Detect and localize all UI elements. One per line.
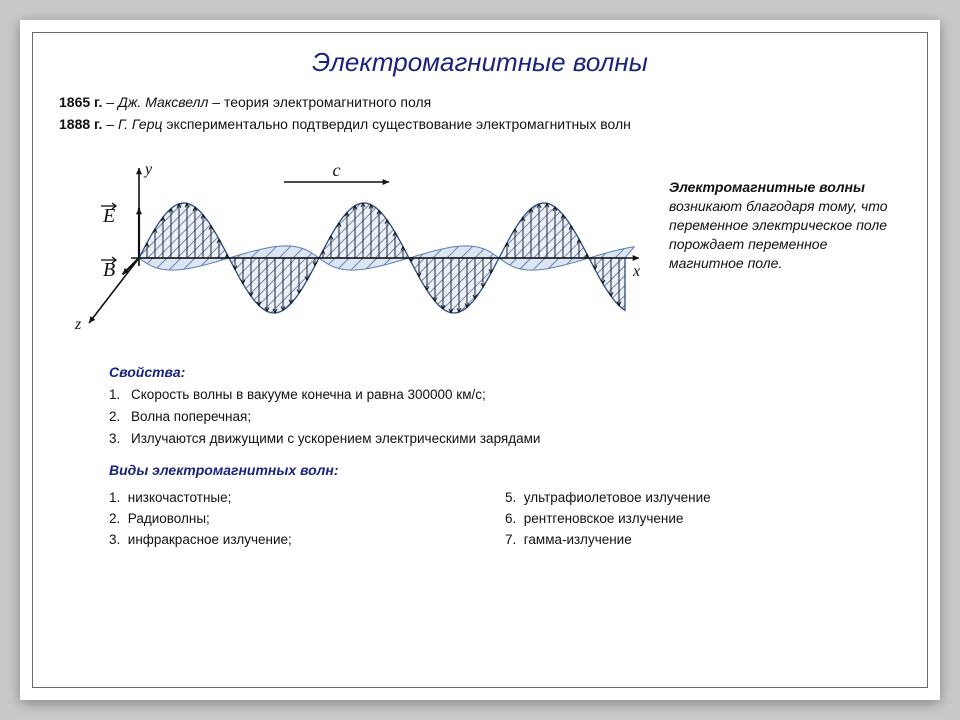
history-line-2: 1888 г. – Г. Герц экспериментально подтв… xyxy=(59,116,901,132)
num: 3. xyxy=(109,532,120,547)
text: инфракрасное излучение; xyxy=(128,532,292,547)
text: ультрафиолетовое излучение xyxy=(524,490,711,505)
em-wave-diagram: yxzEBc xyxy=(59,148,659,348)
history-line-1: 1865 г. – Дж. Максвелл – теория электром… xyxy=(59,94,901,110)
num: 2. xyxy=(109,409,131,424)
types-col-right: 5. ультрафиолетовое излучение 6. рентген… xyxy=(505,484,901,553)
slide: Электромагнитные волны 1865 г. – Дж. Мак… xyxy=(32,32,928,688)
svg-text:y: y xyxy=(143,161,153,178)
types-list: 1. низкочастотные; 2. Радиоволны; 3. инф… xyxy=(109,484,901,553)
list-item: 3.Излучаются движущими с ускорением элек… xyxy=(109,431,901,446)
list-item: 1.Скорость волны в вакууме конечна и рав… xyxy=(109,387,901,402)
wave-svg: yxzEBc xyxy=(59,148,659,348)
slide-frame: Электромагнитные волны 1865 г. – Дж. Мак… xyxy=(20,20,940,700)
num: 3. xyxy=(109,431,131,446)
sep: – xyxy=(102,116,118,132)
list-item: 1. низкочастотные; xyxy=(109,490,505,505)
properties-heading: Свойства: xyxy=(109,364,901,380)
diagram-row: yxzEBc Электромагнитные волны возникают … xyxy=(59,148,901,348)
rest: экспериментально подтвердил существовани… xyxy=(163,116,631,132)
list-item: 2. Радиоволны; xyxy=(109,511,505,526)
text: рентгеновское излучение xyxy=(524,511,684,526)
page-title: Электромагнитные волны xyxy=(59,47,901,78)
properties-list: 1.Скорость волны в вакууме конечна и рав… xyxy=(109,387,901,446)
num: 1. xyxy=(109,387,131,402)
sep: – xyxy=(102,94,118,110)
num: 5. xyxy=(505,490,516,505)
person: Г. Герц xyxy=(118,116,163,132)
text: Излучаются движущими с ускорением электр… xyxy=(131,431,540,446)
list-item: 5. ультрафиолетовое излучение xyxy=(505,490,901,505)
list-item: 7. гамма-излучение xyxy=(505,532,901,547)
text: гамма-излучение xyxy=(524,532,632,547)
text: Скорость волны в вакууме конечна и равна… xyxy=(131,387,486,402)
text: Волна поперечная; xyxy=(131,409,251,424)
types-col-left: 1. низкочастотные; 2. Радиоволны; 3. инф… xyxy=(109,484,505,553)
text: низкочастотные; xyxy=(128,490,232,505)
svg-text:z: z xyxy=(74,316,82,333)
num: 1. xyxy=(109,490,120,505)
num: 7. xyxy=(505,532,516,547)
year: 1865 г. xyxy=(59,94,102,110)
svg-text:c: c xyxy=(333,160,341,180)
text: Радиоволны; xyxy=(128,511,210,526)
rest: – теория электромагнитного поля xyxy=(208,94,431,110)
list-item: 2.Волна поперечная; xyxy=(109,409,901,424)
side-note-bold: Электромагнитные волны xyxy=(669,179,865,195)
types-heading: Виды электромагнитных волн: xyxy=(109,462,901,478)
person: Дж. Максвелл xyxy=(118,94,208,110)
side-note-rest: возникают благодаря тому, что переменное… xyxy=(669,198,888,271)
num: 6. xyxy=(505,511,516,526)
num: 2. xyxy=(109,511,120,526)
year: 1888 г. xyxy=(59,116,102,132)
list-item: 3. инфракрасное излучение; xyxy=(109,532,505,547)
list-item: 6. рентгеновское излучение xyxy=(505,511,901,526)
svg-text:x: x xyxy=(632,263,640,280)
side-note: Электромагнитные волны возникают благода… xyxy=(659,148,901,348)
